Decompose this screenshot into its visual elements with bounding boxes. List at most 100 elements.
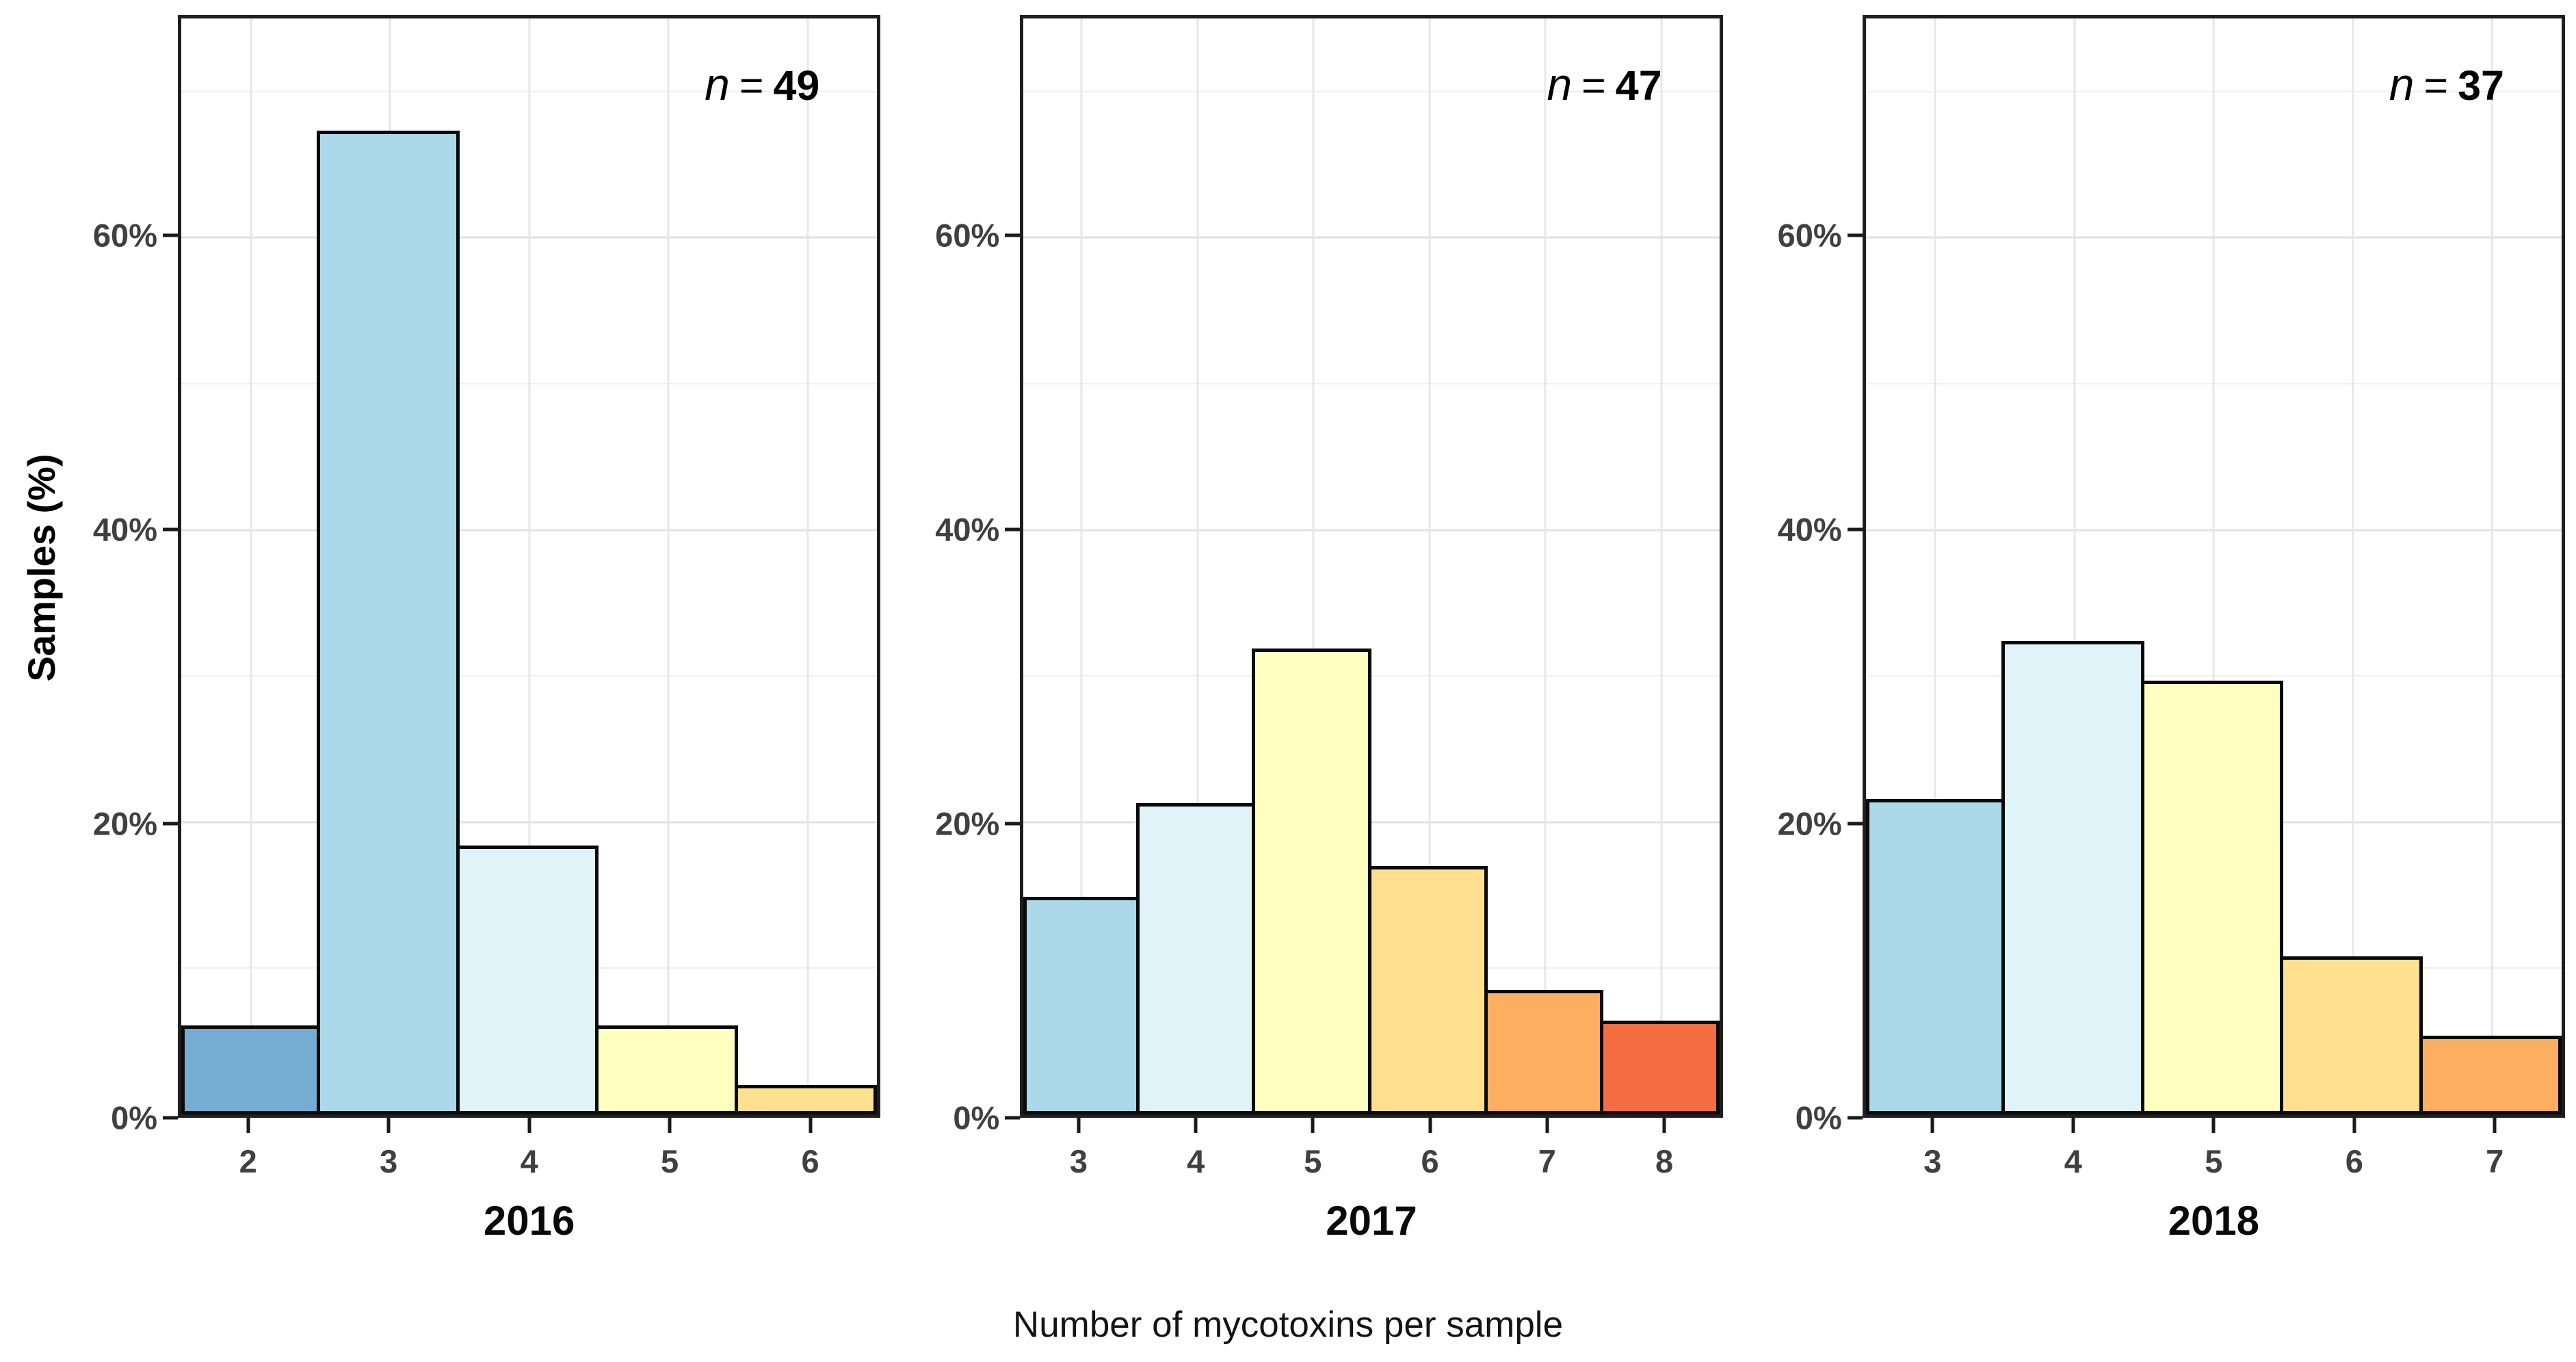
- bar-mycotoxins-3: [317, 131, 460, 1114]
- plot-panel-2016: n = 49: [178, 15, 881, 1118]
- gridline-v-major: [1934, 18, 1936, 1114]
- annotation-sample-size: 47: [1615, 62, 1662, 109]
- gridline-v-major: [1428, 18, 1431, 1114]
- x-tick-mark: [527, 1118, 531, 1133]
- y-tick-mark: [1847, 1116, 1863, 1120]
- bar-mycotoxins-2: [181, 1025, 321, 1114]
- x-tick-mark: [2071, 1118, 2075, 1133]
- y-tick-label: 20%: [935, 805, 1000, 842]
- y-tick-label: 0%: [953, 1099, 1000, 1136]
- plot-panel-2018: n = 37: [1862, 15, 2565, 1118]
- x-tick-mark: [386, 1118, 391, 1133]
- x-tick-mark: [1930, 1118, 1934, 1133]
- y-tick-label: 60%: [92, 217, 157, 254]
- x-tick-label: 5: [2205, 1143, 2223, 1179]
- y-tick-label: 60%: [1777, 217, 1842, 254]
- gridline-v-major: [2212, 18, 2215, 1114]
- facet-year-label: 2016: [483, 1198, 575, 1244]
- y-tick-mark: [1005, 233, 1021, 237]
- gridline-v-major: [250, 18, 252, 1114]
- x-tick-label: 3: [1069, 1143, 1088, 1179]
- x-tick-label: 5: [1304, 1143, 1322, 1179]
- y-tick-mark: [1005, 527, 1021, 532]
- gridline-v-major: [1080, 18, 1083, 1114]
- gridline-v-major: [528, 18, 531, 1114]
- sample-size-annotation: n = 37: [2389, 58, 2504, 110]
- x-tick-mark: [1545, 1118, 1549, 1133]
- y-tick-mark: [163, 233, 178, 237]
- x-tick-mark: [1311, 1118, 1315, 1133]
- x-tick-label: 7: [1538, 1143, 1556, 1179]
- x-tick-mark: [2352, 1118, 2356, 1133]
- y-tick-label: 0%: [1795, 1099, 1842, 1136]
- bar-mycotoxins-6: [734, 1085, 878, 1114]
- sample-size-annotation: n = 49: [705, 58, 819, 110]
- bar-mycotoxins-5: [2140, 680, 2284, 1114]
- gridline-h-major: [1023, 821, 1720, 824]
- x-tick-mark: [1428, 1118, 1432, 1133]
- bar-mycotoxins-4: [2001, 640, 2144, 1114]
- bar-mycotoxins-6: [2280, 956, 2423, 1114]
- panels-row: 0% 20% 40% 60% n = 49 2 3 4 5 6 2016 0% 20% 40% 60% n = 47 3…: [75, 15, 2565, 1244]
- gridline-v-major: [1660, 18, 1663, 1114]
- x-tick-label: 4: [520, 1143, 538, 1179]
- annotation-symbol: n: [2389, 59, 2415, 109]
- y-tick-mark: [163, 1116, 178, 1120]
- bar-mycotoxins-3: [1023, 896, 1140, 1114]
- x-axis-ticks: 3 4 5 6 7 8: [1020, 1118, 1722, 1197]
- gridline-h-major: [1023, 529, 1720, 532]
- facet-year-label: 2017: [1326, 1198, 1417, 1244]
- bar-mycotoxins-7: [2419, 1035, 2562, 1114]
- gridline-h-minor: [1023, 382, 1720, 384]
- annotation-equals: =: [1581, 62, 1606, 109]
- bar-mycotoxins-3: [1865, 798, 2006, 1114]
- y-axis-gutter: 0% 20% 40% 60%: [917, 15, 1021, 1136]
- x-tick-mark: [668, 1118, 672, 1133]
- x-axis-ticks: 2 3 4 5 6: [178, 1118, 880, 1197]
- x-tick-mark: [2493, 1118, 2497, 1133]
- y-tick-mark: [163, 527, 178, 532]
- y-tick-mark: [1005, 1116, 1021, 1120]
- facet-year-label: 2018: [2168, 1198, 2260, 1244]
- y-axis-title: Samples (%): [20, 454, 63, 682]
- x-axis-title: Number of mycotoxins per sample: [1012, 1305, 1564, 1345]
- annotation-equals: =: [739, 62, 764, 109]
- gridline-h-minor: [1023, 675, 1720, 677]
- bar-mycotoxins-5: [595, 1025, 738, 1114]
- annotation-sample-size: 37: [2458, 62, 2504, 109]
- gridline-v-major: [1312, 18, 1315, 1114]
- y-tick-mark: [1847, 233, 1863, 237]
- x-tick-label: 6: [801, 1143, 819, 1179]
- x-tick-mark: [1194, 1118, 1198, 1133]
- facet-2018: 0% 20% 40% 60% n = 37 3 4 5 6 7 2018: [1760, 15, 2565, 1244]
- x-tick-label: 4: [1187, 1143, 1205, 1179]
- gridline-v-major: [806, 18, 809, 1114]
- facet-body-2016: 0% 20% 40% 60% n = 49: [75, 15, 881, 1136]
- x-tick-mark: [2211, 1118, 2216, 1133]
- x-tick-label: 5: [661, 1143, 679, 1179]
- facet-2016: 0% 20% 40% 60% n = 49 2 3 4 5 6 2016: [75, 15, 881, 1244]
- bar-mycotoxins-6: [1367, 865, 1488, 1114]
- x-axis-ticks: 3 4 5 6 7: [1863, 1118, 2565, 1197]
- x-tick-label: 3: [380, 1143, 398, 1179]
- x-tick-label: 2: [239, 1143, 257, 1179]
- facet-body-2017: 0% 20% 40% 60% n = 47: [917, 15, 1723, 1136]
- bar-mycotoxins-4: [1135, 803, 1256, 1114]
- gridline-h-major: [1023, 236, 1720, 239]
- y-tick-label: 40%: [92, 511, 157, 548]
- plot-panel-2017: n = 47: [1020, 15, 1723, 1118]
- gridline-v-major: [2352, 18, 2354, 1114]
- gridline-v-major: [1544, 18, 1547, 1114]
- y-tick-mark: [1847, 527, 1863, 532]
- gridline-v-major: [667, 18, 670, 1114]
- gridline-h-minor: [1023, 90, 1720, 92]
- y-tick-mark: [163, 822, 178, 826]
- annotation-symbol: n: [1547, 59, 1573, 109]
- gridline-v-major: [2073, 18, 2076, 1114]
- x-tick-label: 8: [1655, 1143, 1674, 1179]
- annotation-symbol: n: [705, 59, 730, 109]
- facet-2017: 0% 20% 40% 60% n = 47 3 4 5 6 7 8 2017: [917, 15, 1723, 1244]
- facet-body-2018: 0% 20% 40% 60% n = 37: [1760, 15, 2565, 1136]
- x-tick-mark: [809, 1118, 813, 1133]
- bar-mycotoxins-7: [1484, 990, 1604, 1114]
